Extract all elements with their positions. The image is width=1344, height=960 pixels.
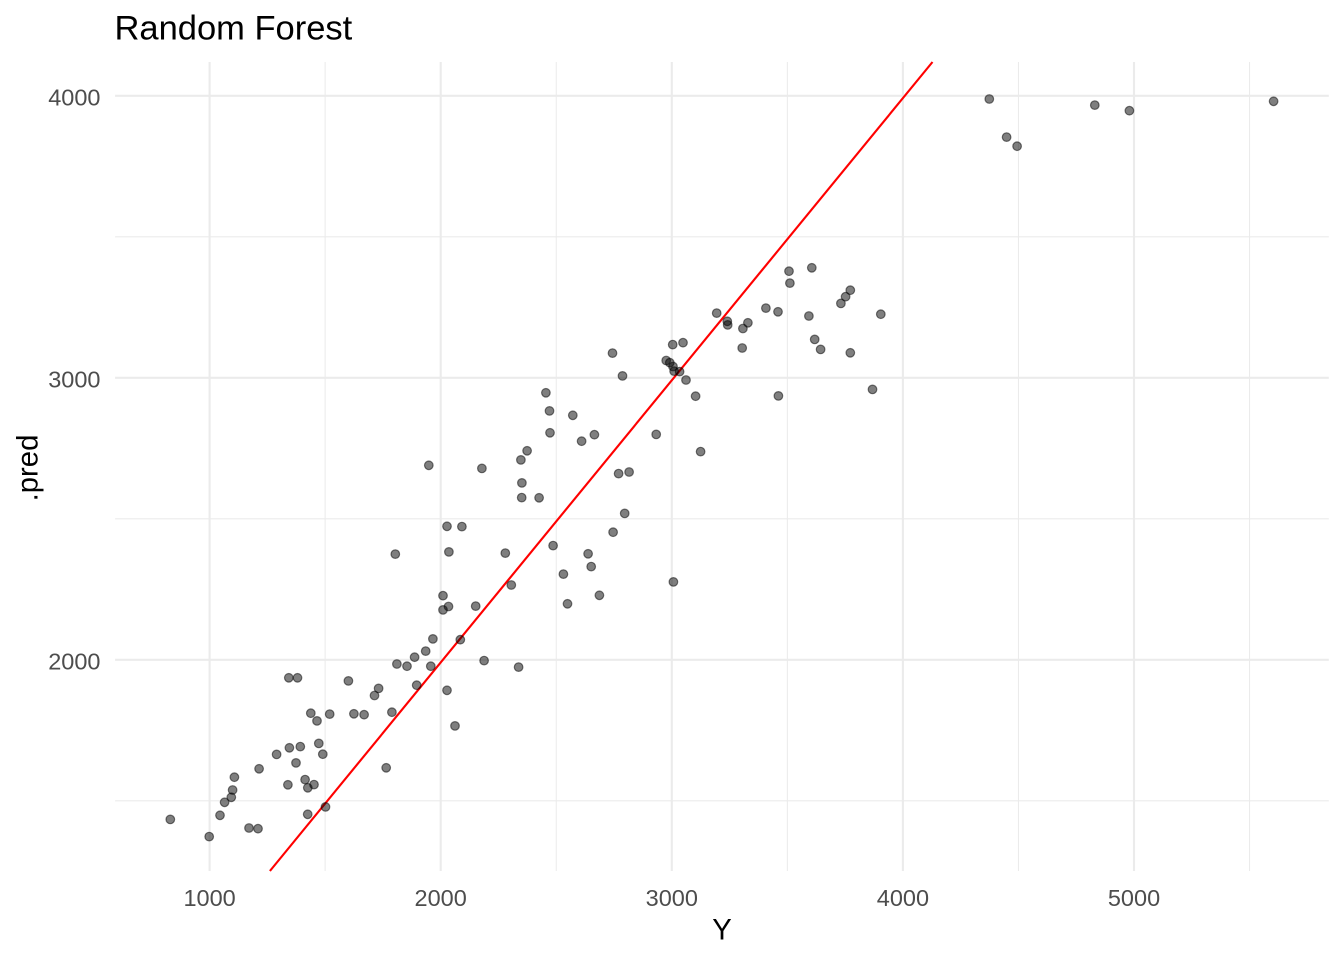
svg-text:.pred: .pred	[11, 435, 44, 502]
svg-text:2000: 2000	[415, 885, 467, 911]
svg-text:2000: 2000	[48, 649, 100, 675]
svg-text:3000: 3000	[646, 885, 698, 911]
svg-text:Y: Y	[712, 914, 732, 947]
svg-text:3000: 3000	[48, 367, 100, 393]
svg-text:4000: 4000	[48, 85, 100, 111]
svg-text:Random Forest: Random Forest	[115, 10, 353, 48]
svg-text:4000: 4000	[877, 885, 929, 911]
svg-text:1000: 1000	[183, 885, 235, 911]
svg-text:5000: 5000	[1108, 885, 1160, 911]
